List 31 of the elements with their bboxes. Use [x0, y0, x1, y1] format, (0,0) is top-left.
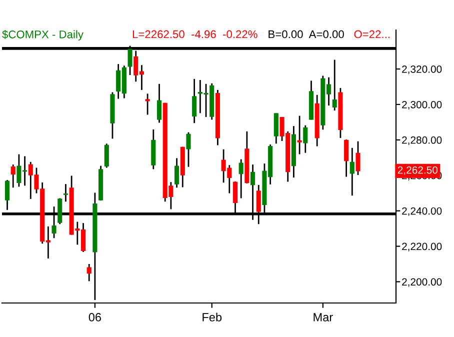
x-tick-label: 06: [88, 313, 101, 322]
candlestick: [186, 132, 191, 168]
annotation: B=0.00 A=0.00: [268, 30, 344, 38]
candlestick: [238, 158, 244, 199]
candlestick: [156, 83, 162, 124]
candlestick: [192, 78, 197, 124]
y-tick-label: 2,300.00: [402, 100, 442, 110]
candlestick: [145, 92, 150, 116]
annotation: O=22...: [354, 30, 390, 38]
candlestick: [344, 138, 349, 178]
candlestick: [356, 140, 360, 176]
candlestick: [332, 59, 337, 112]
chart-title: $COMPX - Daily: [2, 30, 84, 41]
candlestick: [104, 142, 109, 168]
x-tick-label: Mar: [314, 313, 333, 322]
candlestick: [274, 112, 278, 144]
candlestick: [10, 164, 16, 188]
y-tick-label: 2,280.00: [402, 136, 442, 146]
candlestick: [86, 263, 92, 282]
y-tick-label: 2,220.00: [402, 242, 442, 252]
candlestick: [63, 183, 68, 202]
y-tick-label: 2,320.00: [402, 66, 442, 74]
candlestick: [303, 124, 308, 154]
candlestick: [4, 179, 10, 211]
y-tick-label: 2,200.00: [402, 278, 442, 287]
x-tick-label: Feb: [202, 312, 222, 322]
y-tick-label: 2,240.00: [402, 207, 442, 216]
candlestick: [350, 147, 354, 196]
candlestick: [297, 115, 302, 155]
annotation: L=2262.50 -4.96 -0.22%: [132, 30, 258, 38]
candlestick: [174, 157, 180, 188]
